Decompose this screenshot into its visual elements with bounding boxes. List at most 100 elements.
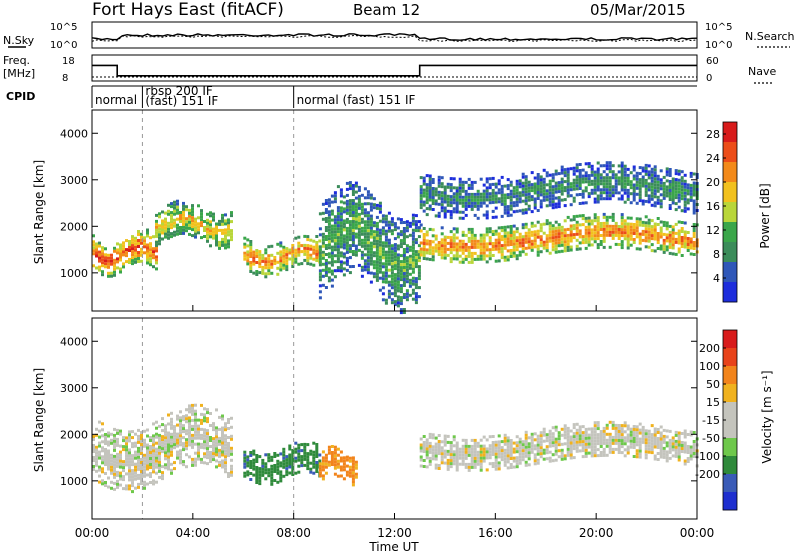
heatmap-cell [455, 468, 459, 472]
heatmap-cell [560, 433, 564, 437]
heatmap-cell [557, 196, 561, 200]
heatmap-cell [602, 239, 606, 243]
heatmap-cell [276, 462, 280, 466]
heatmap-cell [342, 234, 346, 238]
heatmap-cell [119, 429, 122, 433]
heatmap-cell [149, 463, 152, 466]
heatmap-cell [482, 242, 486, 246]
heatmap-cell [218, 463, 221, 467]
heatmap-cell [683, 182, 687, 186]
heatmap-cell [366, 247, 370, 251]
heatmap-cell [575, 422, 579, 426]
heatmap-cell [446, 464, 450, 468]
heatmap-cell [110, 486, 113, 490]
heatmap-cell [632, 186, 636, 190]
heatmap-cell [626, 240, 630, 244]
heatmap-cell [95, 454, 98, 458]
heatmap-cell [554, 437, 558, 441]
colorbar-segment [723, 162, 737, 183]
heatmap-cell [608, 230, 612, 234]
heatmap-cell [261, 256, 265, 260]
heatmap-cell [515, 209, 519, 213]
heatmap-cell [363, 247, 367, 251]
heatmap-cell [351, 456, 355, 460]
heatmap-cell [276, 266, 280, 270]
heatmap-cell [297, 458, 301, 462]
heatmap-cell [434, 445, 438, 449]
heatmap-cell [215, 240, 218, 244]
heatmap-cell [422, 182, 426, 186]
heatmap-cell [101, 258, 104, 262]
heatmap-cell [345, 235, 349, 239]
heatmap-cell [330, 245, 334, 249]
heatmap-cell [185, 217, 188, 221]
heatmap-cell [656, 247, 660, 250]
heatmap-cell [641, 434, 645, 438]
heatmap-cell [191, 442, 194, 446]
heatmap-cell [164, 448, 167, 452]
heatmap-cell [390, 265, 394, 269]
heatmap-cell [461, 257, 465, 261]
heatmap-cell [227, 221, 230, 225]
heatmap-cell [282, 456, 286, 460]
heatmap-cell [497, 443, 501, 447]
heatmap-cell [605, 444, 609, 448]
heatmap-cell [134, 471, 137, 475]
heatmap-cell [375, 239, 379, 243]
heatmap-cell [611, 426, 615, 430]
heatmap-cell [428, 192, 432, 196]
heatmap-cell [653, 171, 657, 175]
heatmap-cell [470, 236, 474, 240]
heatmap-cell [137, 458, 140, 462]
heatmap-cell [515, 227, 519, 231]
heatmap-cell [360, 208, 364, 212]
heatmap-cell [188, 211, 191, 215]
heatmap-cell [626, 234, 630, 238]
heatmap-cell [620, 451, 624, 455]
heatmap-cell [300, 458, 304, 462]
heatmap-cell [524, 181, 528, 185]
heatmap-cell [128, 433, 131, 437]
heatmap-cell [279, 479, 283, 483]
heatmap-cell [566, 450, 570, 454]
heatmap-cell [134, 462, 137, 466]
noise-panel-frame [91, 21, 698, 49]
heatmap-cell [503, 243, 507, 247]
heatmap-cell [548, 239, 552, 243]
heatmap-cell [584, 454, 588, 458]
heatmap-cell [306, 262, 310, 266]
heatmap-cell [473, 462, 477, 466]
heatmap-cell [300, 250, 304, 254]
heatmap-cell [455, 444, 459, 448]
heatmap-cell [686, 189, 690, 193]
heatmap-cell [425, 465, 429, 469]
heatmap-cell [158, 466, 161, 470]
heatmap-cell [303, 258, 307, 262]
heatmap-cell [464, 456, 468, 460]
heatmap-cell [372, 275, 376, 279]
heatmap-cell [405, 274, 409, 278]
heatmap-cell [243, 245, 247, 249]
x-tick-label: 00:00 [75, 526, 110, 540]
heatmap-cell [443, 253, 447, 257]
heatmap-cell [191, 406, 194, 410]
heatmap-cell [351, 226, 355, 229]
heatmap-cell [596, 167, 600, 171]
heatmap-cell [470, 245, 474, 249]
heatmap-cell [446, 203, 450, 207]
heatmap-cell [476, 198, 480, 202]
heatmap-cell [399, 278, 403, 282]
heatmap-cell [417, 268, 421, 272]
heatmap-cell [134, 444, 137, 448]
heatmap-cell [134, 432, 137, 436]
heatmap-cell [197, 448, 200, 452]
heatmap-cell [170, 214, 173, 218]
heatmap-cell [246, 262, 250, 266]
heatmap-cell [431, 249, 435, 253]
heatmap-cell [188, 419, 191, 423]
heatmap-cell [119, 465, 122, 469]
heatmap-cell [644, 239, 648, 243]
heatmap-cell [626, 243, 630, 247]
heatmap-cell [146, 243, 149, 247]
heatmap-cell [545, 451, 549, 455]
